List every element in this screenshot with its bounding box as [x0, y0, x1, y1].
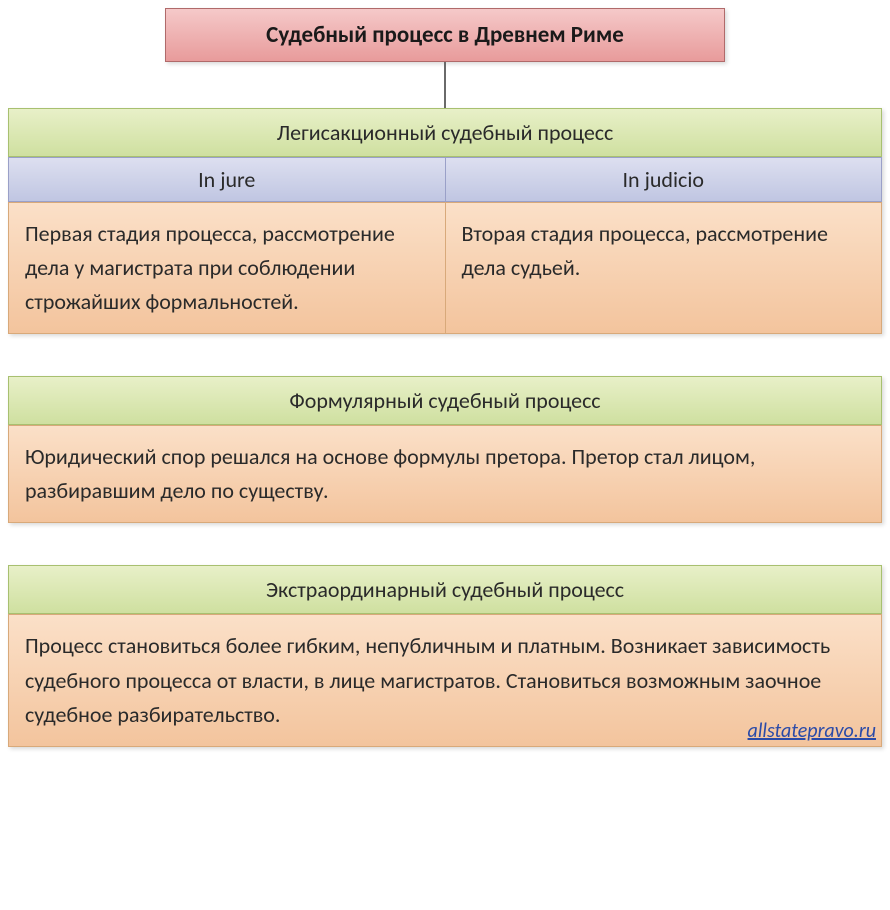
section-legis-subheaders: In jure In judicio [8, 157, 882, 202]
body-in-jure: Первая стадия процесса, рассмотрение дел… [8, 202, 445, 334]
section-legis: Легисакционный судебный процесс In jure … [8, 108, 882, 334]
root-title: Судебный процесс в Древнем Риме [266, 21, 624, 49]
section-legis-header: Легисакционный судебный процесс [8, 108, 882, 157]
connector-line [444, 62, 446, 108]
root-title-box: Судебный процесс в Древнем Риме [165, 8, 725, 62]
body-in-judicio: Вторая стадия процесса, рассмотрение дел… [445, 202, 883, 334]
section-formular-header: Формулярный судебный процесс [8, 376, 882, 425]
subheader-in-judicio: In judicio [445, 157, 883, 202]
subheader-in-jure: In jure [8, 157, 445, 202]
section-extra-header: Экстраординарный судебный процесс [8, 565, 882, 614]
section-legis-bodies: Первая стадия процесса, рассмотрение дел… [8, 202, 882, 334]
section-formular: Формулярный судебный процесс Юридический… [8, 376, 882, 523]
section-formular-body: Юридический спор решался на основе форму… [8, 425, 882, 523]
